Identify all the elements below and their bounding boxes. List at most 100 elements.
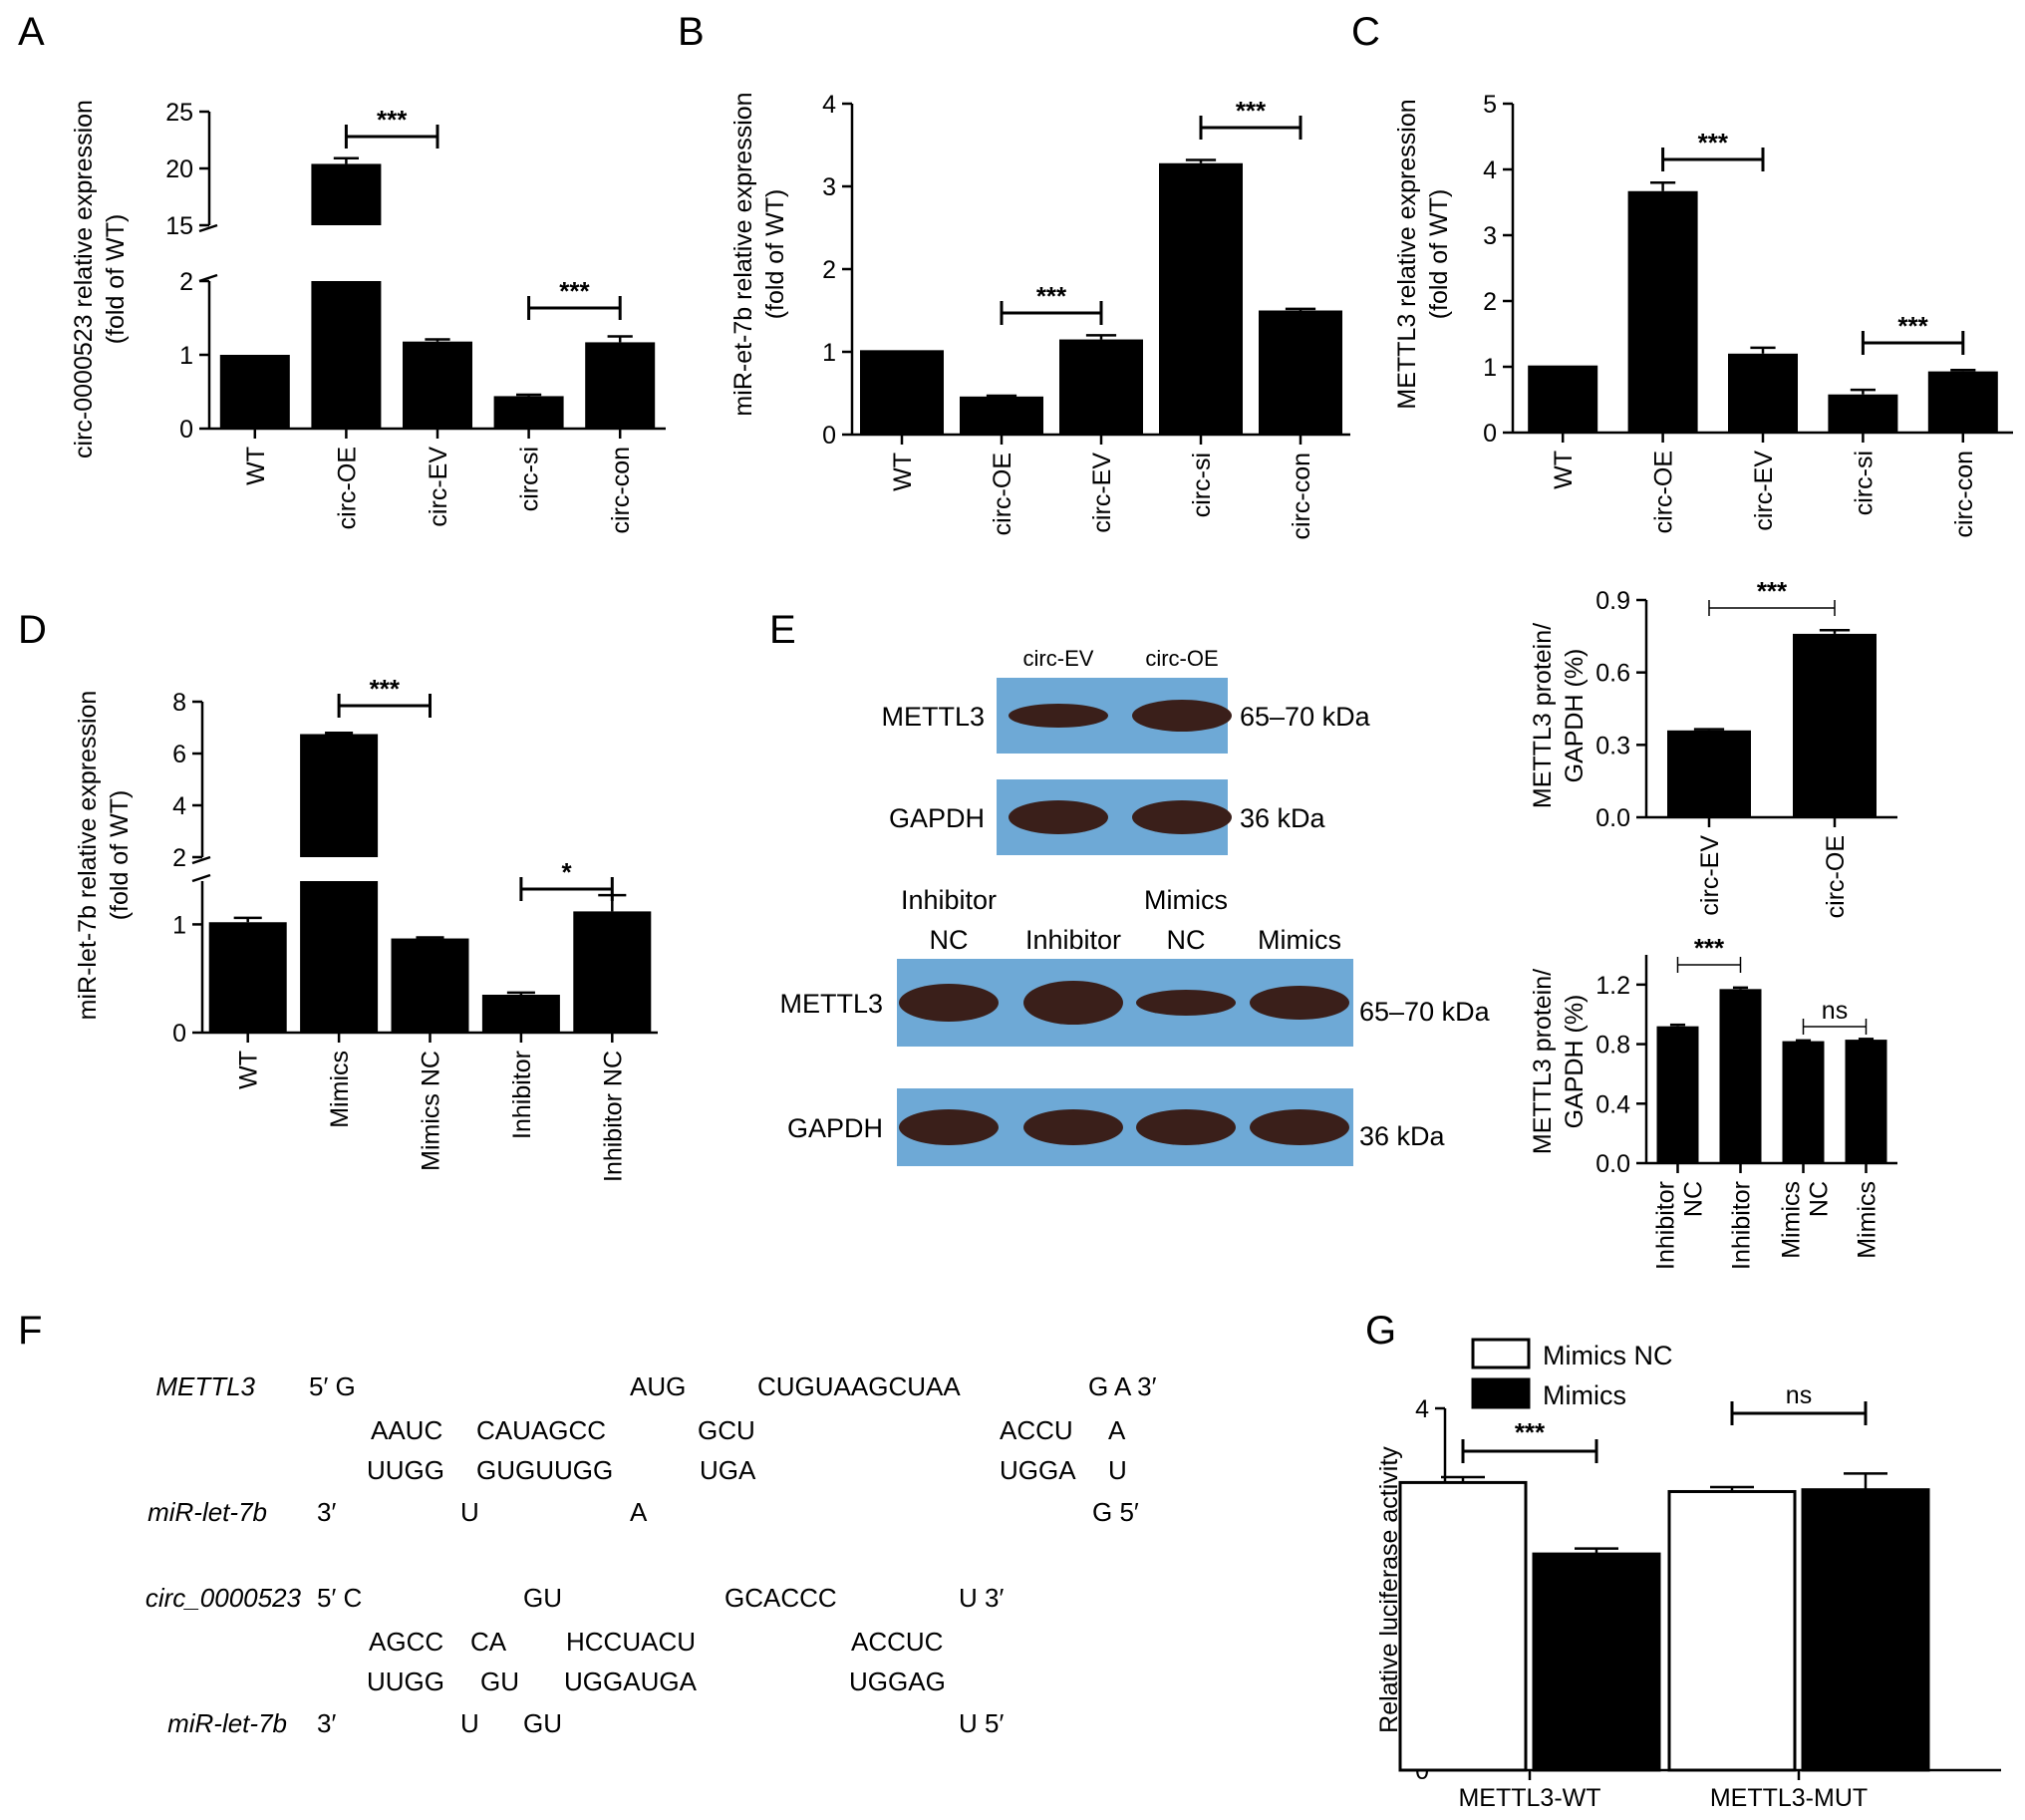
- bar: [391, 938, 469, 1033]
- sequence-fragment-circ: 5′ C: [317, 1583, 362, 1613]
- y-tick-label: 0.9: [1595, 587, 1630, 615]
- bar: [219, 355, 290, 429]
- sequence-fragment-mettl3: UGA: [700, 1455, 756, 1485]
- blot-band: [1132, 700, 1232, 732]
- y-tick-label: 0.0: [1595, 804, 1630, 832]
- significance-label: ***: [1036, 281, 1067, 311]
- sequence-fragment-circ: U 5′: [959, 1708, 1004, 1738]
- y-tick-label: 3: [1483, 222, 1497, 250]
- sequence-fragment-circ: U: [460, 1708, 479, 1738]
- significance-label: ***: [370, 674, 401, 704]
- sequence-fragment-mettl3: ACCU: [1000, 1415, 1073, 1445]
- y-tick-label: 1: [822, 339, 836, 367]
- sequence-fragment-circ: UUGG: [367, 1667, 444, 1696]
- y-tick-label: 8: [172, 689, 186, 717]
- sequence-fragment-circ: UGGAUGA: [564, 1667, 698, 1696]
- y-tick-label: 0.8: [1595, 1032, 1630, 1060]
- x-tick-label: circ-EV: [1696, 835, 1724, 916]
- significance-label: ns: [1822, 997, 1848, 1025]
- blot-protein-label: GAPDH: [889, 803, 985, 833]
- blot-band: [1250, 1109, 1349, 1145]
- y-tick-label: 0.0: [1595, 1150, 1630, 1178]
- bar: [1728, 353, 1798, 433]
- bar: [585, 342, 656, 429]
- bar: [1845, 1040, 1887, 1163]
- y-tick-label: 15: [165, 212, 193, 240]
- significance-label: ***: [1698, 128, 1729, 157]
- sequence-fragment-mettl3: UUGG: [367, 1455, 444, 1485]
- blot-size-label: 65–70 kDa: [1240, 702, 1371, 732]
- x-tick-label: circ-OE: [1650, 451, 1678, 533]
- y-tick-label: 4: [172, 792, 186, 820]
- y-axis-label: GAPDH (%): [1561, 995, 1589, 1129]
- y-tick-label: 2: [172, 844, 186, 872]
- significance-label: ***: [1515, 1417, 1546, 1447]
- y-tick-label: 0.4: [1595, 1090, 1630, 1118]
- y-tick-label: 0.6: [1595, 660, 1630, 688]
- chart-A: 0 1 2 15 20 25 WT circ-OE circ-EV circ-si circ-con…: [70, 99, 666, 534]
- bar-mimics: [1801, 1488, 1930, 1772]
- sequence-fragment-circ: GU: [480, 1667, 519, 1696]
- panel-label-B: B: [678, 10, 705, 54]
- y-axis-label: METTL3 protein/: [1529, 623, 1557, 808]
- blot-band: [1136, 990, 1236, 1016]
- y-tick-label: 0: [1483, 420, 1497, 448]
- legend-swatch-mimics-nc: [1471, 1338, 1531, 1369]
- lane-label: Mimics: [1144, 885, 1228, 915]
- x-tick-label: METTL3-WT: [1458, 1784, 1600, 1812]
- sequence-fragment-circ: ACCUC: [851, 1627, 943, 1657]
- y-axis-label: (fold of WT): [761, 189, 789, 320]
- bar: [311, 163, 382, 225]
- sequence-alignments: METTL3 miR-let-7b 5′ G AUG CUGUAAGCUAA G A 3′…: [145, 1371, 1157, 1738]
- y-tick-label: 1: [179, 342, 193, 370]
- legend-entry: Mimics: [1543, 1380, 1626, 1410]
- chart-D: 0 1 2 4 6 8 WT Mimics Mimics NC Inhibitor Inhibito…: [74, 674, 658, 1182]
- sequence-fragment-circ: U 3′: [959, 1583, 1004, 1613]
- panel-label-E: E: [769, 608, 796, 652]
- bar: [300, 734, 379, 857]
- significance-label: *: [562, 857, 573, 887]
- panel-label-D: D: [18, 608, 47, 652]
- chart-C: 0 1 2 3 4 5 WT circ-OE circ-EV circ-si circ-con ***…: [1393, 91, 2013, 538]
- bar: [493, 396, 564, 429]
- blot-size-label: 65–70 kDa: [1359, 997, 1491, 1027]
- bar-mimics-nc: [1667, 1489, 1797, 1772]
- significance-label: ***: [1757, 576, 1788, 606]
- blot-size-label: 36 kDa: [1359, 1121, 1446, 1151]
- y-tick-label: 4: [1483, 156, 1497, 184]
- panel-label-A: A: [18, 10, 45, 54]
- sequence-fragment-mettl3: A: [630, 1497, 648, 1527]
- x-tick-label: WT: [242, 447, 270, 485]
- y-tick-label: 1: [1483, 354, 1497, 382]
- sequence-fragment-mettl3: U: [460, 1497, 479, 1527]
- y-axis-label: miR-et-7b relative expression: [729, 92, 757, 416]
- x-tick-label: circ-EV: [425, 447, 452, 527]
- bar: [1719, 989, 1762, 1163]
- y-tick-label: 0: [172, 1020, 186, 1048]
- x-tick-label: WT: [1550, 451, 1578, 489]
- y-tick-label: 2: [1483, 288, 1497, 316]
- sequence-fragment-circ: CA: [470, 1627, 507, 1657]
- axis-break-mark: [191, 873, 211, 883]
- sequence-fragment-mettl3: GCU: [698, 1415, 755, 1445]
- sequence-name: miR-let-7b: [167, 1708, 287, 1738]
- y-axis-label: (fold of WT): [106, 790, 134, 921]
- sequence-fragment-mettl3: G A 3′: [1088, 1371, 1157, 1401]
- blot-band: [1250, 986, 1349, 1020]
- blot-band: [1009, 800, 1108, 834]
- blot-protein-label: METTL3: [779, 989, 883, 1019]
- significance-label: ns: [1786, 1381, 1812, 1409]
- sequence-fragment-mettl3: UGGA: [1000, 1455, 1076, 1485]
- bar: [1528, 365, 1598, 433]
- x-tick-label: MimicsNC: [1778, 1181, 1834, 1259]
- sequence-fragment-mettl3: A: [1108, 1415, 1126, 1445]
- blot-band: [1023, 1109, 1123, 1145]
- sequence-fragment-mettl3: 3′: [317, 1497, 336, 1527]
- bar: [1159, 162, 1243, 435]
- x-tick-label: Inhibitor NC: [599, 1051, 627, 1182]
- significance-label: ***: [1236, 96, 1267, 126]
- y-tick-label: 3: [822, 173, 836, 201]
- axis-break-mark: [191, 855, 211, 865]
- x-tick-label: Mimics: [326, 1051, 354, 1128]
- y-axis-label: (fold of WT): [102, 214, 130, 345]
